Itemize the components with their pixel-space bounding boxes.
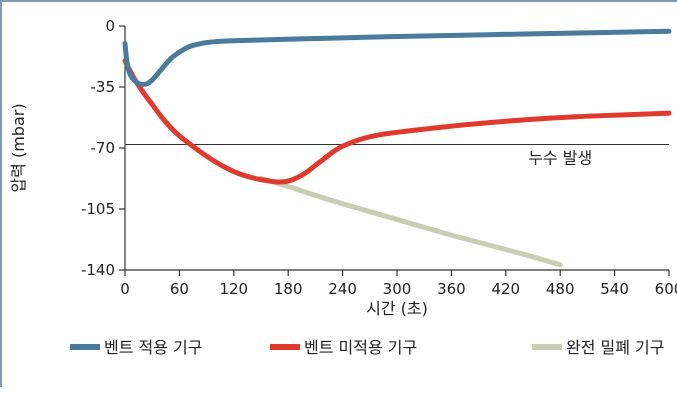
legend-label: 완전 밀폐 기구 xyxy=(566,338,665,357)
y-tick-label: -35 xyxy=(91,78,116,96)
y-tick-label: -140 xyxy=(81,261,115,279)
x-tick-label: 60 xyxy=(170,280,189,298)
y-axis-title: 압력 (mbar) xyxy=(9,103,28,192)
x-axis-title: 시간 (초) xyxy=(366,299,428,318)
y-tick-label: 0 xyxy=(105,17,115,35)
x-tick-label: 540 xyxy=(600,280,629,298)
series-line-sealed xyxy=(258,176,563,268)
x-tick-label: 0 xyxy=(120,280,130,298)
leak-threshold-label: 누수 발생 xyxy=(528,149,592,168)
x-tick-label: 180 xyxy=(274,280,303,298)
x-tick-label: 300 xyxy=(383,280,412,298)
legend: 벤트 적용 기구 벤트 미적용 기구 완전 밀폐 기구 xyxy=(70,338,665,357)
x-tick-label: 360 xyxy=(437,280,466,298)
legend-label: 벤트 적용 기구 xyxy=(104,338,203,357)
y-tick-label: -70 xyxy=(91,139,116,157)
legend-item-sealed: 완전 밀폐 기구 xyxy=(532,338,665,357)
legend-item-vented: 벤트 적용 기구 xyxy=(70,338,203,357)
legend-item-non-vented: 벤트 미적용 기구 xyxy=(270,338,417,357)
series-line-non-vented xyxy=(122,58,672,185)
x-tick-label: 420 xyxy=(491,280,520,298)
y-tick-label: -105 xyxy=(81,200,115,218)
x-tick-label: 480 xyxy=(546,280,575,298)
series-line-vented xyxy=(122,28,672,87)
legend-label: 벤트 미적용 기구 xyxy=(304,338,417,357)
plot-area: 0 -35 -70 -105 -140 0 60 120 180 240 300 360 420 480 5… xyxy=(81,17,677,298)
x-tick-label: 120 xyxy=(219,280,248,298)
x-tick-label: 240 xyxy=(328,280,357,298)
x-tick-label: 600 xyxy=(655,280,677,298)
